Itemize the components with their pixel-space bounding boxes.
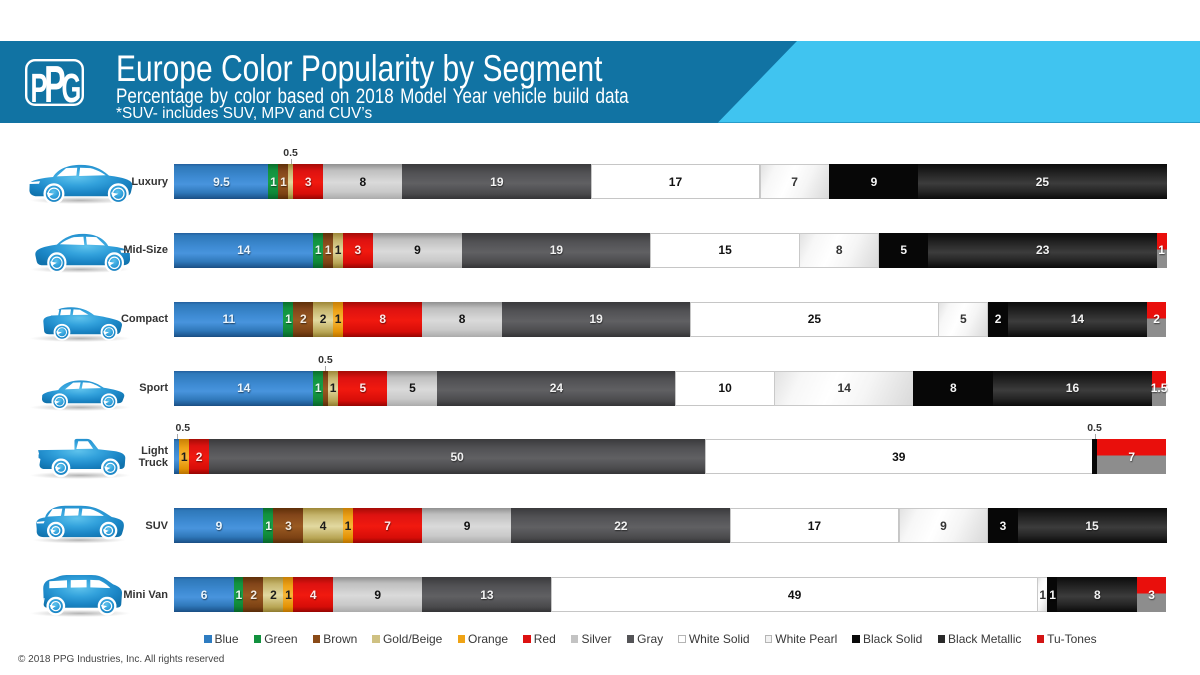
svg-text:P: P: [31, 66, 48, 106]
svg-text:G: G: [62, 66, 82, 106]
svg-text:P: P: [44, 59, 66, 106]
